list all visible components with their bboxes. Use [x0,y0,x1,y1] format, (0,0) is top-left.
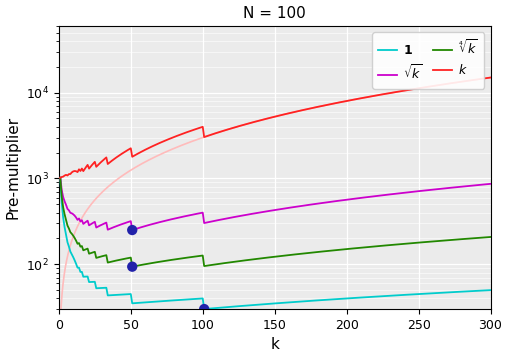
$k$ [57,175,64,180]
Point [128,264,136,270]
Legend: $\mathbf{1}$, $\sqrt{k}$, $\sqrt[4]{k}$, $k$: $\mathbf{1}$, $\sqrt{k}$, $\sqrt[4]{k}$,… [372,32,484,88]
$k$ [420,86,426,90]
$\mathbf{1}$ [201,307,207,311]
$\mathbf{1}$ [59,201,65,205]
$\sqrt[4]{k}$ [315,250,321,254]
$\sqrt[4]{k}$ [322,249,328,253]
$\sqrt{k}$ [57,175,64,180]
$\sqrt[4]{k}$ [449,238,455,242]
$\sqrt[4]{k}$ [59,194,65,199]
$k$ [488,76,494,80]
Y-axis label: Pre-multiplier: Pre-multiplier [6,116,20,219]
$\mathbf{1}$ [488,288,494,292]
$\sqrt[4]{k}$ [421,240,427,244]
$\mathbf{1}$ [313,298,320,303]
$\sqrt{k}$ [59,188,65,192]
$\mathbf{1}$ [449,290,455,294]
$\sqrt{k}$ [129,228,135,232]
$k$ [59,175,65,179]
X-axis label: k: k [270,338,279,352]
$k$ [447,81,453,86]
Title: N = 100: N = 100 [243,6,306,20]
$\sqrt{k}$ [449,185,455,190]
$k$ [313,105,320,109]
$\sqrt{k}$ [315,202,321,206]
Line: $\sqrt[4]{k}$: $\sqrt[4]{k}$ [60,178,491,267]
$\sqrt{k}$ [488,182,494,186]
$\sqrt{k}$ [421,188,427,193]
Point [128,227,136,233]
$k$ [321,103,327,108]
$\mathbf{1}$ [421,291,427,296]
$\mathbf{1}$ [322,298,328,302]
$\sqrt[4]{k}$ [313,250,320,254]
$\mathbf{1}$ [315,298,321,303]
$\sqrt{k}$ [322,200,328,205]
$\sqrt[4]{k}$ [129,265,135,269]
$k$ [312,105,318,110]
$\sqrt[4]{k}$ [488,235,494,239]
$\sqrt{k}$ [313,202,320,206]
Line: $\mathbf{1}$: $\mathbf{1}$ [60,178,491,309]
Line: $\sqrt{k}$: $\sqrt{k}$ [60,178,491,230]
Point [200,306,208,312]
Line: $k$: $k$ [60,78,491,178]
$\mathbf{1}$ [57,175,64,180]
$\sqrt[4]{k}$ [57,175,64,180]
